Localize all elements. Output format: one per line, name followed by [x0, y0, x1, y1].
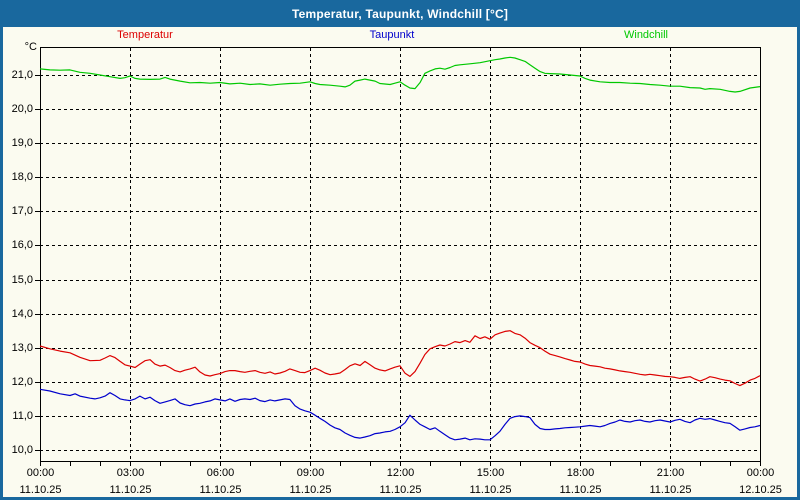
chart-legend: Temperatur Taupunkt Windchill	[3, 27, 797, 45]
y-axis-unit-label: °C	[24, 41, 37, 53]
y-axis-label: 15,0	[11, 273, 33, 286]
x-axis-time-label: 00:00	[746, 467, 775, 479]
chart-area: Temperatur Taupunkt Windchill °C 21,0 20,0 1…	[3, 27, 797, 497]
y-axis-label: 18,0	[11, 170, 33, 183]
x-axis-date-label: 12.10.25	[739, 484, 782, 496]
x-axis-date-label: 11.10.25	[289, 484, 332, 496]
window-title: Temperatur, Taupunkt, Windchill [°C]	[291, 6, 509, 21]
y-axis-label: 19,0	[11, 136, 33, 149]
x-axis-date-label: 11.10.25	[199, 484, 242, 496]
x-axis-time-label: 21:00	[656, 467, 685, 479]
x-axis-time-label: 09:00	[296, 467, 325, 479]
x-axis-date-label: 11.10.25	[559, 484, 602, 496]
legend-windchill: Windchill	[623, 29, 669, 41]
x-axis-time-label: 15:00	[476, 467, 505, 479]
chart-plot	[35, 47, 761, 466]
x-axis-time-label: 00:00	[26, 467, 55, 479]
y-axis-label: 21,0	[11, 68, 33, 81]
y-axis-label: 11,0	[12, 409, 33, 422]
x-axis-date-label: 11.10.25	[469, 484, 512, 496]
y-axis-label: 16,0	[11, 238, 33, 251]
x-axis-time-label: 03:00	[116, 467, 145, 479]
series-temperatur-line	[39, 330, 761, 387]
x-axis-date-label: 11.10.25	[19, 484, 62, 496]
legend-taupunkt: Taupunkt	[369, 29, 415, 41]
x-axis-time-label: 06:00	[206, 467, 235, 479]
x-axis-date-label: 11.10.25	[379, 484, 422, 496]
y-axis-label: 20,0	[11, 102, 33, 115]
x-axis-date-label: 11.10.25	[649, 484, 692, 496]
series-windchill-line	[39, 56, 761, 93]
y-axis-label: 14,0	[11, 307, 33, 320]
y-axis-label: 12,0	[11, 375, 33, 388]
y-axis-label: 13,0	[11, 341, 33, 354]
x-axis-date-label: 11.10.25	[109, 484, 152, 496]
y-axis-label: 17,0	[11, 204, 33, 217]
window-titlebar[interactable]: Temperatur, Taupunkt, Windchill [°C]	[0, 0, 800, 27]
y-axis-label: 10,0	[11, 443, 33, 456]
plot-border	[40, 47, 761, 462]
series-taupunkt-line	[39, 388, 761, 441]
legend-temperatur: Temperatur	[117, 29, 173, 41]
x-axis-time-label: 12:00	[386, 467, 415, 479]
x-axis-time-label: 18:00	[566, 467, 595, 479]
